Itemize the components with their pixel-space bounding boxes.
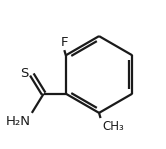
- Text: F: F: [61, 36, 68, 49]
- Text: H₂N: H₂N: [5, 115, 30, 128]
- Text: S: S: [21, 67, 29, 80]
- Text: CH₃: CH₃: [102, 120, 124, 133]
